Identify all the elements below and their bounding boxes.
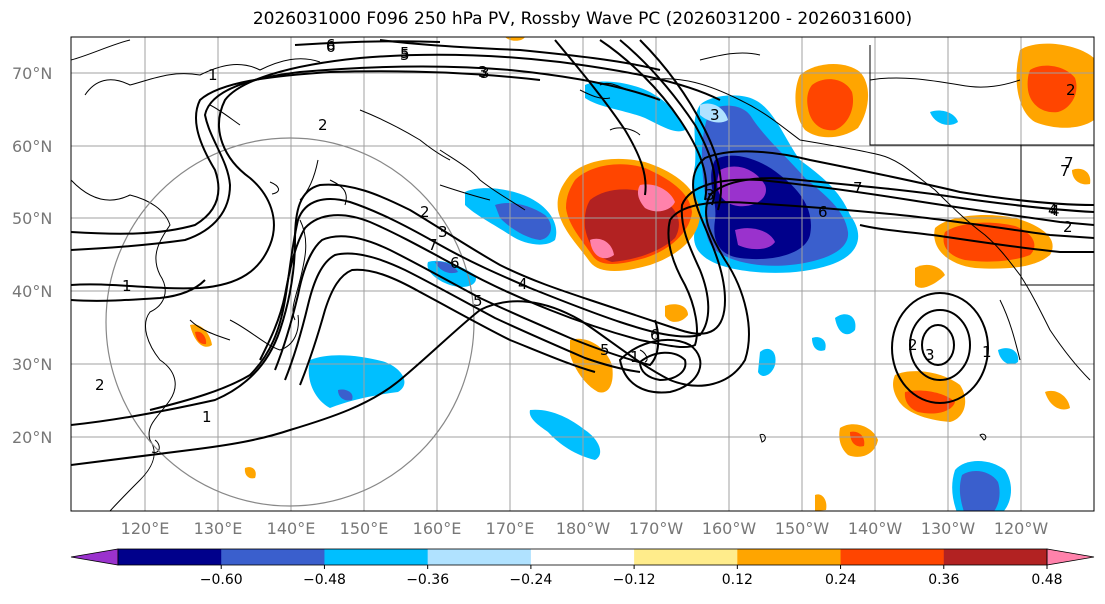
colorbar-tick-label: −0.48 bbox=[303, 572, 346, 588]
contour-label: 2 bbox=[95, 376, 105, 394]
map-frame bbox=[70, 36, 1095, 512]
colorbar-tick-label: 0.24 bbox=[825, 572, 856, 588]
map-title: 2026031000 F096 250 hPa PV, Rossby Wave … bbox=[252, 9, 913, 29]
lon-label: 120°E bbox=[121, 519, 170, 538]
colorbar-extend-high bbox=[1046, 548, 1095, 566]
lon-label: 130°W bbox=[921, 519, 976, 538]
colorbar-segment bbox=[530, 549, 635, 565]
contour-label: 1 bbox=[122, 277, 132, 295]
contour-label: 2 bbox=[1063, 218, 1073, 236]
colorbar: −0.60 −0.48 −0.36 −0.24 −0.12 0.12 0.24 0.36 0.4… bbox=[70, 548, 1095, 588]
colorbar-tick-label: 0.48 bbox=[1031, 572, 1062, 588]
contour-label: 1 bbox=[208, 66, 218, 84]
contour-label: 1 bbox=[630, 348, 640, 366]
contour-label: 5 bbox=[600, 341, 610, 359]
contour-label: 5 bbox=[400, 44, 410, 62]
contour-label: 1 bbox=[982, 343, 992, 361]
latitude-labels: 70°N 60°N 50°N 40°N 30°N 20°N bbox=[12, 64, 52, 447]
colorbar-tick-label: −0.60 bbox=[200, 572, 243, 588]
contour-label: 6 bbox=[650, 326, 660, 344]
colorbar-segment bbox=[221, 549, 325, 565]
contour-label: 4 bbox=[518, 275, 528, 293]
contour-label: 5 bbox=[400, 46, 410, 64]
lat-label: 70°N bbox=[12, 64, 52, 83]
contour-label: 2 bbox=[420, 203, 430, 221]
contour-label-group: 1 2 3 4 5 6 7 1 2 3 4 5 6 7 1 2 3 6 5 1 … bbox=[95, 36, 1076, 426]
colorbar-segment bbox=[324, 549, 429, 565]
contour-label: 2 bbox=[1066, 81, 1076, 99]
contour-label: 5 bbox=[473, 292, 483, 310]
lon-label: 170°W bbox=[629, 519, 684, 538]
contour-label: 3 bbox=[480, 64, 490, 82]
colorbar-segment bbox=[943, 549, 1048, 565]
colorbar-tick-label: −0.12 bbox=[613, 572, 656, 588]
lat-label: 30°N bbox=[12, 355, 52, 374]
lon-label: 170°E bbox=[486, 519, 535, 538]
lat-label: 40°N bbox=[12, 282, 52, 301]
colorbar-extend-low bbox=[70, 548, 119, 566]
lon-label: 120°W bbox=[994, 519, 1049, 538]
contour-label: 7 bbox=[853, 179, 863, 197]
contour-label: 4 bbox=[1050, 202, 1060, 220]
colorbar-segment bbox=[634, 549, 738, 565]
lat-label: 20°N bbox=[12, 428, 52, 447]
colorbar-segment bbox=[427, 549, 532, 565]
contour-label: 3 bbox=[438, 223, 448, 241]
contour-label: 6 bbox=[326, 38, 336, 56]
colorbar-segment bbox=[840, 549, 945, 565]
contour-label: 7 bbox=[1064, 154, 1074, 172]
lat-label: 50°N bbox=[12, 209, 52, 228]
lon-label: 160°E bbox=[413, 519, 462, 538]
lat-label: 60°N bbox=[12, 137, 52, 156]
colorbar-frame bbox=[117, 548, 1048, 566]
lon-label: 130°E bbox=[194, 519, 243, 538]
contour-label: 2 bbox=[908, 336, 918, 354]
contour-label: 4 bbox=[1048, 201, 1058, 219]
colorbar-tick-label: 0.36 bbox=[928, 572, 959, 588]
contour-label: 3 bbox=[710, 106, 720, 124]
pv-contours bbox=[71, 39, 1094, 466]
contour-label: 2 bbox=[318, 116, 328, 134]
lon-label: 140°E bbox=[267, 519, 316, 538]
contour-label: 3 bbox=[705, 186, 715, 204]
contour-label: 6 bbox=[326, 36, 336, 54]
lon-label: 150°E bbox=[340, 519, 389, 538]
lon-label: 140°W bbox=[848, 519, 903, 538]
lon-label: 160°W bbox=[702, 519, 757, 538]
map-plot-area: 1 2 3 4 5 6 7 1 2 3 4 5 6 7 1 2 3 6 5 1 … bbox=[71, 36, 1094, 511]
colorbar-segment bbox=[118, 549, 222, 565]
contour-label: 7 bbox=[1060, 162, 1070, 180]
contour-label: 3 bbox=[478, 63, 488, 81]
lon-label: 150°W bbox=[775, 519, 830, 538]
contour-label: 6 bbox=[818, 203, 828, 221]
colorbar-tick-label: −0.24 bbox=[509, 572, 552, 588]
colorbar-tick-label: −0.36 bbox=[406, 572, 449, 588]
contour-label: 6 bbox=[450, 254, 460, 272]
lon-label: 180°W bbox=[556, 519, 611, 538]
colorbar-tick-label: 0.12 bbox=[722, 572, 753, 588]
colorbar-segment bbox=[737, 549, 842, 565]
longitude-labels: 120°E 130°E 140°E 150°E 160°E 170°E 180°… bbox=[121, 519, 1049, 538]
contour-label: 1 bbox=[202, 408, 212, 426]
contour-label: 3 bbox=[925, 346, 935, 364]
contour-label: 7 bbox=[428, 236, 438, 254]
positive-anomaly-shading bbox=[190, 37, 1094, 511]
